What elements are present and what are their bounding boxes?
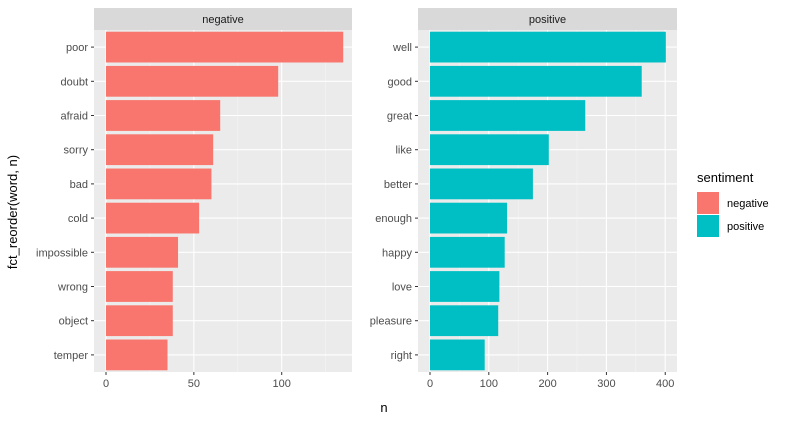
y-tick-label: poor [66,42,88,54]
bar-happy [430,236,505,268]
x-tick-label: 200 [538,378,556,390]
y-tick-label: wrong [57,282,88,294]
y-tick-label: temper [54,350,89,362]
legend-label: negative [727,198,769,210]
bar-afraid [106,100,221,131]
facet-negative: negative 0 50 100 poor doubt afraid sorry bad col… [36,8,352,390]
facet-positive: positive 0 100 200 300 400 well good great like be… [370,8,677,390]
y-tick-label: doubt [60,76,88,88]
bar-great [430,100,586,131]
bar-good [430,65,642,97]
y-tick-label: happy [382,247,412,259]
y-tick-label: good [388,76,412,88]
facet-strip-label: negative [202,14,244,26]
y-tick-label: sorry [64,145,89,157]
legend: sentiment negative positive [697,170,769,237]
x-tick-label: 100 [273,378,291,390]
x-tick-label: 0 [427,378,433,390]
facet-strip [94,8,352,30]
y-tick-label: enough [375,213,412,225]
legend-key-negative [697,192,719,214]
y-tick-label: object [59,316,88,328]
y-tick-label: love [392,282,412,294]
bar-right [430,339,485,371]
bar-temper [106,339,168,371]
x-tick-label: 0 [103,378,109,390]
legend-key-positive [697,215,719,237]
bar-bad [106,168,212,200]
bar-object [106,305,173,337]
bar-better [430,168,533,200]
y-tick-label: great [387,111,412,123]
x-tick-label: 100 [480,378,498,390]
x-tick-label: 400 [656,378,674,390]
y-tick-label: better [384,179,412,191]
legend-title: sentiment [697,170,754,185]
bar-pleasure [430,305,499,337]
facet-strip [418,8,677,30]
bar-cold [106,202,200,234]
bar-impossible [106,236,179,268]
y-tick-label: right [391,350,412,362]
y-tick-label: bad [70,179,88,191]
bar-like [430,134,549,166]
y-tick-label: afraid [60,111,88,123]
bar-well [430,31,666,63]
y-tick-label: like [395,145,412,157]
y-tick-label: well [392,42,412,54]
bar-wrong [106,271,173,302]
legend-label: positive [727,221,764,233]
bar-poor [106,31,344,63]
bar-doubt [106,65,279,97]
x-tick-label: 300 [597,378,615,390]
y-tick-label: cold [68,213,88,225]
x-axis-title: n [380,400,387,415]
bar-love [430,271,500,302]
y-tick-label: pleasure [370,316,412,328]
y-tick-label: impossible [36,247,88,259]
bar-sorry [106,134,214,166]
facet-strip-label: positive [529,14,566,26]
bar-enough [430,202,508,234]
x-tick-label: 50 [188,378,200,390]
y-axis-title: fct_reorder(word, n) [5,155,20,269]
